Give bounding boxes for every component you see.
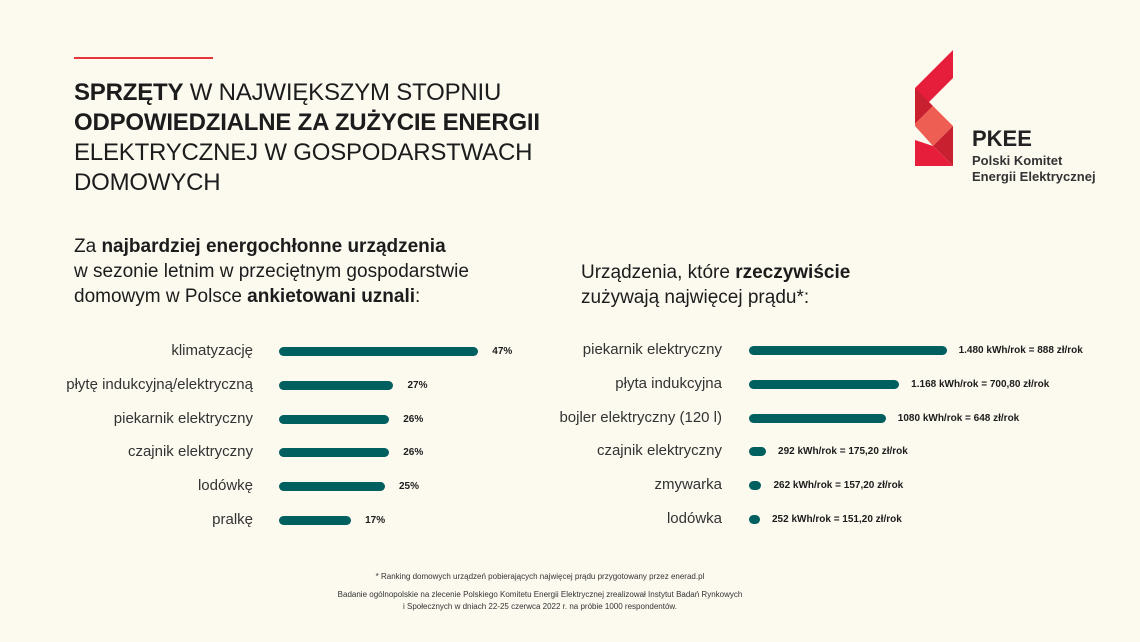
bar-value-label: 1.480 kWh/rok = 888 zł/rok — [958, 345, 1083, 356]
bar-label: czajnik elektryczny — [596, 442, 722, 460]
bar — [749, 413, 886, 423]
footnote-survey-2: i Społecznych w dniach 22-25 czerwca 202… — [403, 602, 677, 611]
bar — [279, 414, 390, 424]
bar — [279, 347, 479, 356]
bar-label: zmywarka — [654, 476, 722, 494]
bar — [279, 448, 390, 458]
bar-value-label: 1.168 kWh/rok = 700,80 zł/rok — [911, 378, 1050, 390]
bar-value-label: 262 kWh/rok = 157,20 zł/rok — [773, 480, 904, 492]
bar-label: pralkę — [212, 511, 253, 528]
bar — [749, 447, 767, 457]
bar-label: czajnik elektryczny — [127, 443, 253, 461]
bar — [279, 516, 352, 525]
bar-value-label: 17% — [365, 515, 386, 526]
bar — [279, 482, 385, 492]
footnote-survey-1: Badanie ogólnopolskie na zlecenie Polski… — [337, 590, 743, 599]
bar-label: bojler elektryczny (120 l) — [559, 408, 722, 426]
bar-value-label: 26% — [403, 447, 424, 459]
bar-value-label: 1080 kWh/rok = 648 zł/rok — [897, 412, 1020, 424]
bar — [749, 515, 760, 524]
left-heading: Za najbardziej energochłonne urządzenia … — [74, 236, 469, 307]
logo-name: PKEE — [972, 126, 1032, 151]
bar-label: lodówkę — [197, 477, 253, 495]
bar — [279, 380, 394, 390]
bar — [749, 346, 947, 355]
bar-label: piekarnik elektryczny — [113, 409, 253, 427]
bar-value-label: 292 kWh/rok = 175,20 zł/rok — [778, 446, 908, 458]
bar-label: klimatyzację — [171, 342, 253, 359]
right-heading: Urządzenia, które rzeczywiście zużywają … — [581, 262, 851, 308]
bar-label: lodówka — [666, 510, 722, 527]
bar-value-label: 252 kWh/rok = 151,20 zł/rok — [772, 514, 902, 525]
footnote-ranking: * Ranking domowych urządzeń pobierającyc… — [375, 572, 705, 581]
accent-line — [74, 57, 213, 59]
bar-label: piekarnik elektryczny — [582, 341, 722, 358]
bar — [749, 481, 762, 491]
page-title: SPRZĘTY W NAJWIĘKSZYM STOPNIU ODPOWIEDZI… — [74, 79, 540, 196]
bar-value-label: 25% — [399, 481, 420, 493]
bar-value-label: 26% — [403, 413, 424, 425]
bar-value-label: 27% — [407, 379, 428, 391]
pkee-logo-icon — [915, 50, 953, 166]
bar-value-label: 47% — [492, 346, 513, 357]
bar — [749, 379, 900, 389]
logo-subtitle: Polski Komitet Energii Elektrycznej — [972, 153, 1096, 184]
bar-label: płytę indukcyjną/elektryczną — [66, 375, 253, 393]
bar-label: płyta indukcyjna — [615, 374, 722, 392]
